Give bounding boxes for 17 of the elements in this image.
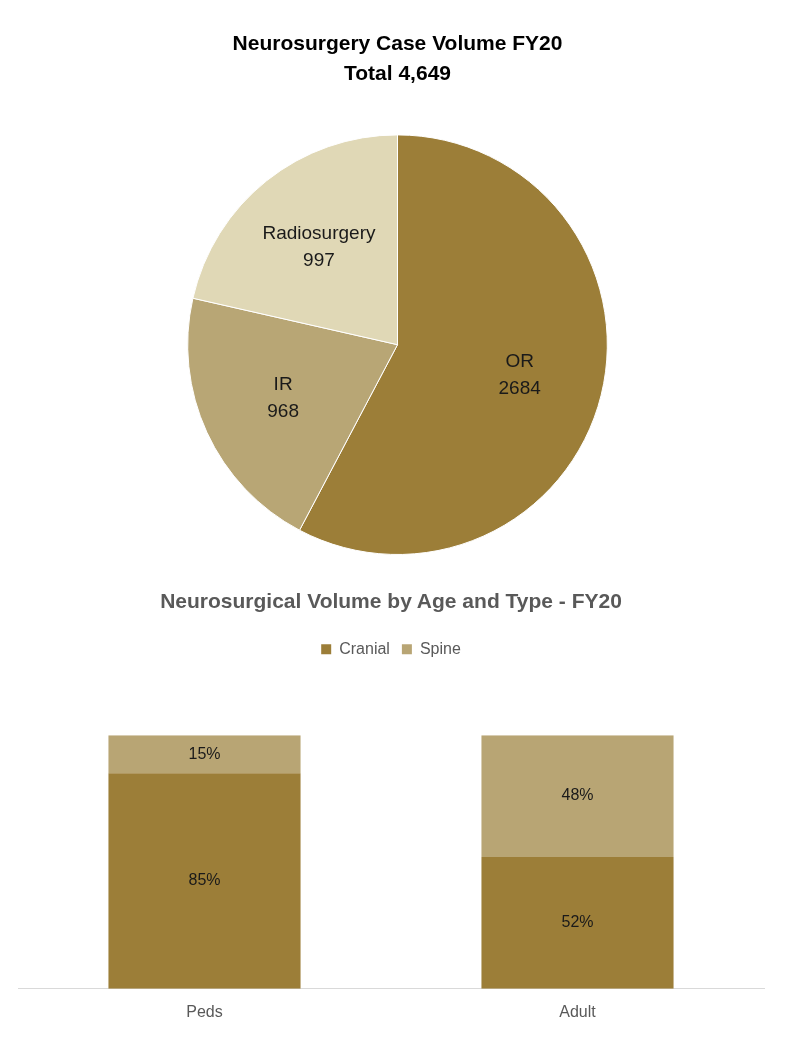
chart-subtitle: Total 4,649: [344, 60, 451, 84]
data-label: 997: [303, 248, 335, 270]
legend-label: Cranial: [339, 639, 390, 657]
data-label: 15%: [188, 744, 221, 762]
data-label: 52%: [561, 913, 594, 931]
legend-label: Spine: [419, 639, 461, 657]
data-label: 85%: [188, 871, 221, 889]
data-label: 2684: [498, 377, 542, 399]
x-tick-label: Adult: [559, 1002, 597, 1020]
chart-title: Neurosurgery Case Volume FY20: [232, 31, 563, 55]
slice-label: IR: [273, 372, 293, 394]
data-label: 968: [267, 399, 299, 421]
x-tick-label: Peds: [186, 1002, 223, 1020]
slice-label: Radiosurgery: [262, 221, 376, 243]
slice-label: OR: [505, 350, 534, 372]
data-label: 48%: [561, 786, 594, 804]
chart-title: Neurosurgical Volume by Age and Type - FY20: [160, 589, 622, 613]
